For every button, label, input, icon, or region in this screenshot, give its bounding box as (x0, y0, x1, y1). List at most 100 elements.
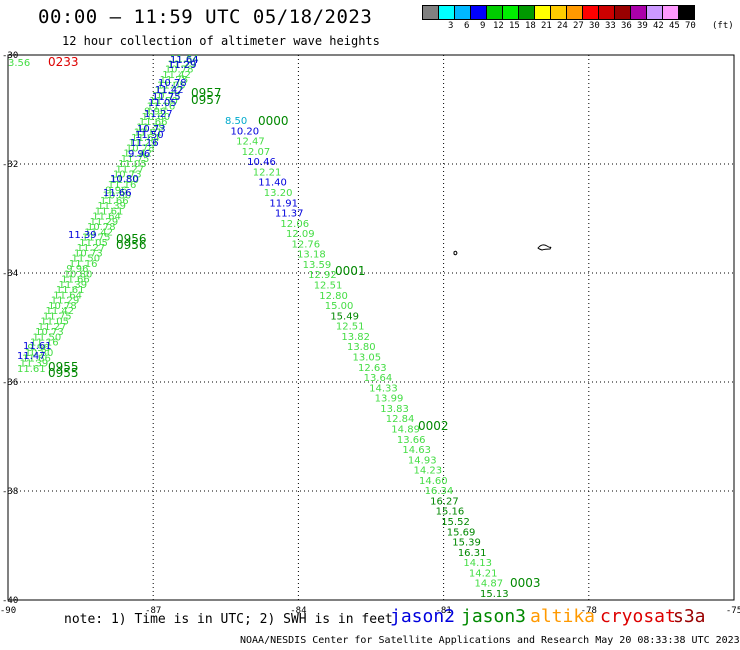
mission-cryosat: cryosat (600, 606, 676, 627)
west-track-fill: 11.50 (71, 254, 100, 265)
wave-height-value: 11.42 (155, 85, 184, 96)
west-track-fill: 9.96 (66, 264, 88, 275)
west-track-fill: 11.27 (116, 164, 145, 175)
scale-label: 3 (448, 21, 454, 31)
scale-label: 39 (637, 21, 648, 31)
west-track-fill: 9.96 (105, 185, 127, 196)
pass-time-label: 0956 (116, 232, 147, 246)
pass-time-label: 0957 (191, 86, 222, 100)
wave-height-value: 13.64 (364, 373, 393, 384)
west-track-fill: 11.66 (61, 275, 90, 286)
pass-time-label: 0233 (48, 55, 79, 69)
west-track-fill: 11.16 (69, 259, 98, 270)
west-track-fill: 11.66 (22, 353, 51, 364)
axis-labels: -90 -87 -84 -81 -78 -75 -30 -32 -34 -36 -38 -40 (0, 51, 740, 616)
scale-label: 27 (573, 21, 584, 31)
lat-label: -40 (2, 596, 18, 606)
scale-label: 21 (541, 21, 552, 31)
west-track-fill: 11.64 (53, 290, 82, 301)
island-2 (537, 244, 552, 251)
scale-label: 70 (685, 21, 696, 31)
wave-height-value: 13.20 (264, 188, 293, 199)
lat-label: -32 (2, 160, 18, 170)
wave-height-value: 11.16 (130, 138, 159, 149)
west-track-fill: 11.05 (157, 80, 186, 91)
wave-height-value: 13.05 (353, 353, 382, 364)
footer-note: note: 1) Time is in UTC; 2) SWH is in fe… (64, 612, 393, 627)
west-track-fill: 11.75 (82, 233, 111, 244)
pass-time-label: 0956 (116, 238, 147, 252)
wave-height-value: 11.75 (152, 92, 181, 103)
islands (453, 244, 552, 256)
west-track-fill: 11.42 (84, 227, 113, 238)
west-track-fill: 11.29 (129, 138, 158, 149)
wave-height-value: 15.49 (330, 311, 359, 322)
lon-label: -90 (0, 606, 16, 616)
lat-label: -36 (2, 378, 18, 388)
west-track-fill: 10.78 (48, 301, 77, 312)
color-scale-legend (422, 5, 695, 20)
west-track-fill: 11.75 (160, 75, 189, 86)
west-track-fill: 11.50 (149, 96, 178, 107)
wave-height-value: 16.27 (430, 496, 459, 507)
wave-height-value: 13.80 (347, 342, 376, 353)
wave-height-value: 14.13 (463, 558, 492, 569)
wave-height-value: 13.83 (380, 404, 409, 415)
west-track-fill: 11.39 (136, 122, 165, 133)
west-track-fill: 10.73 (74, 248, 103, 259)
wave-height-value: 11.27 (144, 109, 173, 120)
wave-height-value: 12.47 (236, 137, 265, 148)
west-track-fill: 11.66 (100, 196, 129, 207)
wave-height-value: 11.37 (275, 209, 304, 220)
west-track-fill: 11.39 (97, 201, 126, 212)
wave-height-value: 12.21 (253, 167, 282, 178)
west-track-fill: 11.61 (17, 364, 46, 375)
wave-height-value: 15.39 (452, 538, 481, 549)
west-track-fill: 11.05 (118, 159, 147, 170)
wave-height-value: 12.76 (292, 239, 321, 250)
wave-height-value: 11.47 (17, 351, 46, 362)
wave-height-value: 10.46 (247, 157, 276, 168)
wave-height-value: 13.66 (397, 435, 426, 446)
footer-credit: NOAA/NESDIS Center for Satellite Applica… (240, 635, 740, 646)
lat-label: -30 (2, 51, 18, 61)
wave-height-value: 13.82 (341, 332, 370, 343)
wave-height-value: 15.16 (436, 507, 465, 518)
west-track-fill: 11.27 (154, 86, 183, 97)
mission-altika: altika (530, 606, 596, 627)
wave-height-value: 15.13 (480, 589, 509, 600)
island-1 (453, 250, 458, 256)
west-track-fill: 11.75 (121, 154, 150, 165)
wave-height-value: 13.18 (297, 250, 326, 261)
wave-height-value: 12.51 (336, 322, 365, 333)
wave-height-value: 11.61 (23, 341, 52, 352)
wave-height-value: 8.50 (225, 116, 247, 127)
west-track-fill: 11.27 (77, 243, 106, 254)
west-track-fill: 10.80 (141, 112, 170, 123)
west-track-fill: 11.05 (40, 317, 69, 328)
pass-time-label: 0955 (48, 366, 79, 380)
west-track-fill: 11.42 (123, 149, 152, 160)
page-subtitle: 12 hour collection of altimeter wave hei… (62, 34, 380, 48)
west-track-fill: 11.29 (51, 296, 80, 307)
west-track-fill: 11.50 (110, 175, 139, 186)
mission-jason3: jason3 (461, 606, 527, 627)
pass-time-label: 0955 (48, 360, 79, 374)
wave-height-value: 11.50 (135, 130, 164, 141)
scale-label: 33 (605, 21, 616, 31)
west-track-fill: 10.73 (35, 327, 64, 338)
wave-height-value: 15.69 (447, 527, 476, 538)
wave-height-value: 11.64 (170, 55, 199, 66)
map-frame (7, 54, 735, 601)
west-track-fill: 11.75 (43, 311, 72, 322)
wave-height-value: 12.51 (314, 281, 343, 292)
scale-swatch (678, 5, 695, 20)
lon-label: -87 (145, 606, 161, 616)
scale-label: 12 (493, 21, 504, 31)
west-track-fill: 10.80 (103, 191, 132, 202)
west-track-fill: 11.39 (58, 280, 87, 291)
west-track-fill: 10.80 (64, 269, 93, 280)
west-track-fill: 11.16 (147, 101, 176, 112)
